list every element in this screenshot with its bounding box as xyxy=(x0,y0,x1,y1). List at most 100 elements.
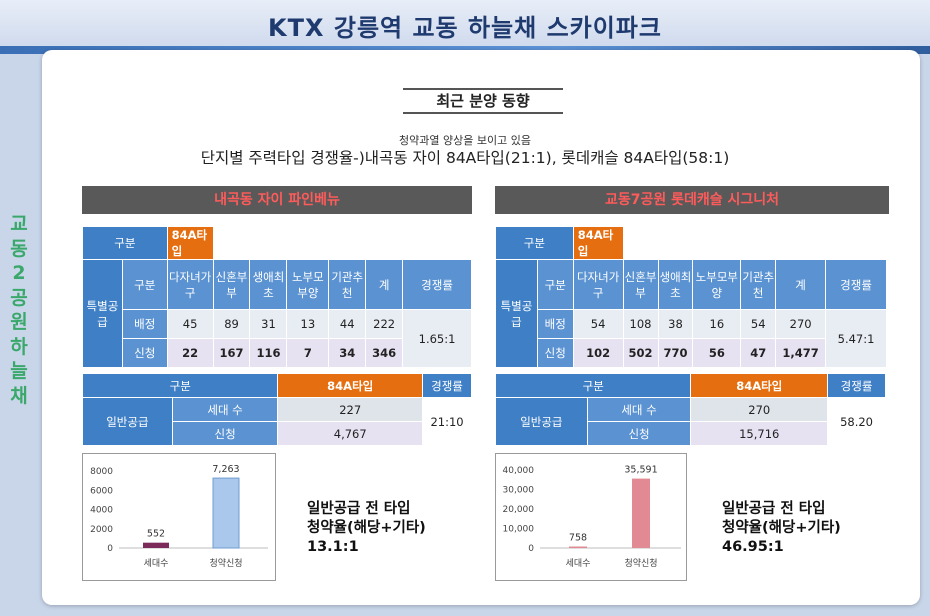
left-apply-0: 22 xyxy=(166,338,214,368)
left-special-subgubun: 구분 xyxy=(121,259,168,310)
left-ratio-line-2: 청약율(해당+기타) xyxy=(307,520,426,536)
right-special-table: 구분 84A타입 특별공급 구분 다자녀가구 신혼부부 생애최초 노부모부양 기… xyxy=(495,226,887,368)
right-chart-ytick-label: 40,000 xyxy=(503,466,535,476)
left-ratio-text: 일반공급 전 타입 청약율(해당+기타) 13.1:1 xyxy=(307,500,426,557)
right-apply-label: 신청 xyxy=(536,338,574,368)
right-apply-5: 1,477 xyxy=(775,338,827,368)
left-complex-banner: 내곡동 자이 파인베뉴 xyxy=(82,186,472,214)
right-special-group: 특별공급 xyxy=(495,259,538,368)
right-special-type: 84A타입 xyxy=(572,226,624,260)
right-alloc-0: 54 xyxy=(572,309,624,339)
left-special-table: 구분 84A타입 특별공급 구분 다자녀가구 신혼부부 생애최초 노부모부양 기… xyxy=(82,226,472,368)
right-chart-ytick-label: 10,000 xyxy=(503,525,535,535)
left-col-5: 계 xyxy=(365,259,404,310)
right-ratio-header: 경쟁률 xyxy=(825,259,887,310)
right-ratio-line-3: 46.95:1 xyxy=(722,539,784,555)
right-col-1: 신혼부부 xyxy=(622,259,659,310)
right-ratio-line-1: 일반공급 전 타입 xyxy=(722,501,826,517)
right-col-5: 계 xyxy=(775,259,827,310)
right-chart-category-label: 청약신청 xyxy=(624,557,657,569)
right-chart-category-label: 세대수 xyxy=(566,558,591,569)
right-complex-banner: 교동7공원 롯데캐슬 시그니처 xyxy=(495,186,889,214)
left-chart-ytick-label: 4000 xyxy=(90,506,113,516)
right-alloc-2: 38 xyxy=(657,309,694,339)
right-general-apply: 15,716 xyxy=(690,421,829,446)
right-alloc-4: 54 xyxy=(740,309,777,339)
left-ratio-header: 경쟁률 xyxy=(402,259,472,310)
left-general-apply: 4,767 xyxy=(277,421,424,446)
left-chart-ytick-label: 6000 xyxy=(90,486,113,496)
left-chart-svg: 0 2000 4000 6000 8000 552 세대수 7,263 청약신청 xyxy=(90,464,268,569)
left-ratio-line-3: 13.1:1 xyxy=(307,539,359,555)
right-general-ratio: 58.20 xyxy=(827,397,886,446)
left-general-gubun: 구분 xyxy=(81,373,279,398)
right-chart-bar xyxy=(632,478,650,548)
left-chart-value-label: 7,263 xyxy=(212,464,239,475)
left-col-2: 생애최초 xyxy=(249,259,288,310)
right-alloc-3: 16 xyxy=(692,309,742,339)
right-col-2: 생애최초 xyxy=(657,259,694,310)
left-general-table: 구분 84A타입 경쟁률 일반공급 세대 수 227 21:10 신청 4,76… xyxy=(81,373,472,446)
left-general-ratio: 21:10 xyxy=(422,397,472,446)
left-chart-value-label: 552 xyxy=(147,529,165,540)
left-alloc-3: 13 xyxy=(286,309,330,339)
left-alloc-4: 44 xyxy=(328,309,367,339)
left-special-ratio: 1.65:1 xyxy=(402,309,472,368)
left-apply-3: 7 xyxy=(286,338,330,368)
right-chart-ytick-label: 20,000 xyxy=(503,505,535,515)
left-chart-ytick-label: 8000 xyxy=(90,467,113,477)
left-col-1: 신혼부부 xyxy=(212,259,251,310)
right-households: 270 xyxy=(690,397,829,422)
left-alloc-label: 배정 xyxy=(121,309,168,339)
right-chart-ytick-label: 30,000 xyxy=(503,486,535,496)
left-alloc-5: 222 xyxy=(365,309,404,339)
left-apply-4: 34 xyxy=(328,338,367,368)
right-general-type: 84A타입 xyxy=(690,373,829,398)
left-chart-category-label: 청약신청 xyxy=(209,557,242,569)
left-households: 227 xyxy=(277,397,424,422)
left-chart-ytick-label: 2000 xyxy=(90,525,113,535)
left-general-type: 84A타입 xyxy=(277,373,424,398)
right-apply-4: 47 xyxy=(740,338,777,368)
right-special-subgubun: 구분 xyxy=(536,259,574,310)
left-general-group: 일반공급 xyxy=(82,397,173,446)
right-ratio-text: 일반공급 전 타입 청약율(해당+기타) 46.95:1 xyxy=(722,500,841,557)
right-col-3: 노부모부양 xyxy=(692,259,742,310)
right-alloc-5: 270 xyxy=(775,309,827,339)
left-special-gubun: 구분 xyxy=(82,226,168,260)
left-special-type: 84A타입 xyxy=(166,226,214,260)
left-alloc-1: 89 xyxy=(212,309,251,339)
left-apply-1: 167 xyxy=(212,338,251,368)
top-bar xyxy=(0,0,930,52)
left-special-group: 특별공급 xyxy=(82,259,123,368)
right-col-4: 기관추천 xyxy=(740,259,777,310)
left-alloc-2: 31 xyxy=(249,309,288,339)
right-chart-svg: 0 10,000 20,000 30,000 40,000 758 세대수 35,591 청약신… xyxy=(503,465,681,569)
right-apply-1: 502 xyxy=(622,338,659,368)
side-label: 교동2공원하늘채 xyxy=(10,213,28,407)
right-special-gubun: 구분 xyxy=(495,226,574,260)
right-special-ratio: 5.47:1 xyxy=(825,309,887,368)
right-general-table: 구분 84A타입 경쟁률 일반공급 세대 수 270 58.20 신청 15,7… xyxy=(494,373,886,446)
right-col-0: 다자녀가구 xyxy=(572,259,624,310)
right-ratio-line-2: 청약율(해당+기타) xyxy=(722,520,841,536)
left-col-4: 기관추천 xyxy=(328,259,367,310)
right-alloc-1: 108 xyxy=(622,309,659,339)
right-households-label: 세대 수 xyxy=(586,397,692,422)
right-chart-ytick-label: 0 xyxy=(528,544,534,554)
right-chart-value-label: 758 xyxy=(569,533,587,544)
left-chart-ytick-label: 0 xyxy=(107,544,113,554)
left-general-apply-label: 신청 xyxy=(171,421,279,446)
page-title: KTX 강릉역 교동 하늘채 스카이파크 xyxy=(268,14,662,42)
right-apply-3: 56 xyxy=(692,338,742,368)
left-chart-bar xyxy=(143,542,169,548)
right-chart-bar xyxy=(569,546,587,548)
right-alloc-label: 배정 xyxy=(536,309,574,339)
left-general-ratio-header: 경쟁률 xyxy=(422,373,472,398)
left-ratio-line-1: 일반공급 전 타입 xyxy=(307,501,411,517)
right-chart-value-label: 35,591 xyxy=(624,465,657,476)
section-title: 최근 분양 동향 xyxy=(403,88,563,114)
right-general-gubun: 구분 xyxy=(494,373,692,398)
left-apply-5: 346 xyxy=(365,338,404,368)
right-general-ratio-header: 경쟁률 xyxy=(827,373,886,398)
